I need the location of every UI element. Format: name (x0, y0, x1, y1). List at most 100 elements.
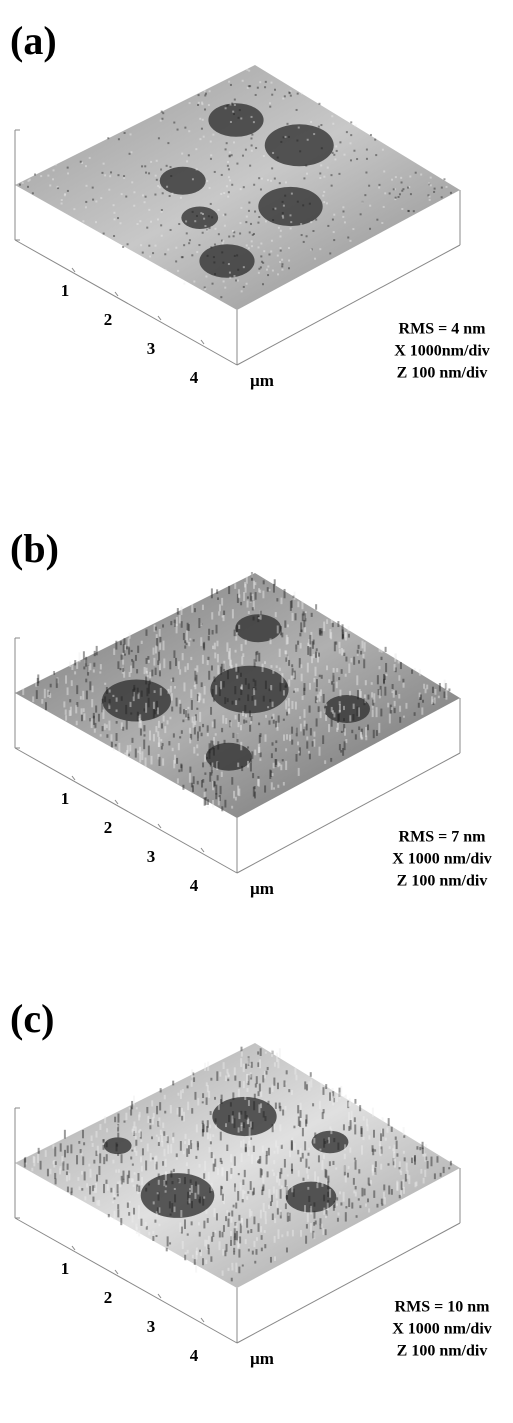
texture (310, 249, 312, 251)
texture (273, 584, 275, 593)
texture (160, 169, 162, 171)
texture (197, 1098, 199, 1105)
texture (277, 273, 279, 275)
texture (83, 713, 85, 720)
texture (250, 1072, 252, 1077)
texture (303, 709, 305, 718)
texture (316, 648, 318, 651)
texture (381, 657, 383, 660)
texture (223, 611, 225, 615)
texture (115, 744, 117, 747)
texture (355, 734, 357, 739)
texture (126, 720, 128, 729)
texture (272, 152, 274, 154)
texture (333, 239, 335, 241)
texture (362, 654, 364, 658)
texture (265, 715, 267, 718)
texture (352, 714, 354, 720)
texture (325, 1170, 327, 1178)
texture (144, 165, 146, 167)
texture (232, 733, 234, 738)
texture (197, 781, 199, 785)
texture (85, 206, 87, 208)
texture (370, 134, 372, 136)
texture (217, 741, 219, 749)
texture (86, 1183, 88, 1187)
texture (123, 1121, 125, 1123)
texture (318, 1155, 320, 1162)
texture (197, 754, 199, 756)
texture (247, 1191, 249, 1194)
texture (236, 632, 238, 634)
texture (231, 1211, 233, 1217)
texture (251, 751, 253, 759)
texture (321, 1183, 323, 1187)
texture (73, 208, 75, 210)
texture (258, 177, 260, 179)
texture (148, 172, 150, 174)
texture (361, 641, 363, 649)
texture (297, 1105, 299, 1113)
texture (289, 1151, 291, 1158)
texture (241, 644, 243, 651)
texture (366, 158, 368, 160)
texture (160, 688, 162, 696)
texture (189, 638, 191, 640)
texture (311, 613, 313, 617)
texture (139, 1129, 141, 1137)
texture (281, 633, 283, 638)
texture (300, 664, 302, 668)
texture (436, 1156, 438, 1162)
texture (325, 1229, 327, 1235)
texture (201, 733, 203, 737)
texture (283, 205, 285, 207)
texture (213, 781, 215, 787)
texture (189, 767, 191, 773)
texture (183, 1112, 185, 1122)
texture (317, 1176, 319, 1182)
texture (215, 1124, 217, 1128)
x-tick-label: 2 (104, 1288, 113, 1307)
texture (301, 92, 303, 94)
texture (158, 652, 160, 661)
texture (236, 675, 238, 678)
texture (304, 627, 306, 632)
texture (82, 1130, 84, 1138)
texture (251, 245, 253, 247)
texture (331, 707, 333, 712)
texture (262, 591, 264, 599)
texture (373, 693, 375, 703)
texture (434, 689, 436, 695)
texture (336, 1095, 338, 1102)
texture (241, 1051, 243, 1057)
texture (180, 1141, 182, 1151)
texture (270, 82, 272, 84)
texture (249, 85, 251, 87)
texture (221, 664, 223, 673)
texture (246, 1196, 248, 1200)
texture (131, 1150, 133, 1152)
texture (285, 683, 287, 687)
texture (360, 651, 362, 655)
texture (103, 1157, 105, 1164)
texture (284, 1159, 286, 1168)
texture (204, 108, 206, 110)
texture (159, 629, 161, 637)
texture (266, 1151, 268, 1156)
texture (166, 165, 168, 167)
texture (280, 765, 282, 771)
texture (194, 1259, 196, 1265)
texture (441, 196, 443, 198)
texture (251, 1154, 253, 1164)
texture (254, 211, 256, 213)
texture (252, 594, 254, 600)
texture (177, 778, 179, 783)
texture (424, 1153, 426, 1161)
texture (313, 1211, 315, 1219)
texture (131, 181, 133, 183)
texture (233, 275, 235, 277)
texture (319, 172, 321, 174)
texture (337, 723, 339, 730)
texture (339, 1191, 341, 1194)
texture (85, 201, 87, 203)
